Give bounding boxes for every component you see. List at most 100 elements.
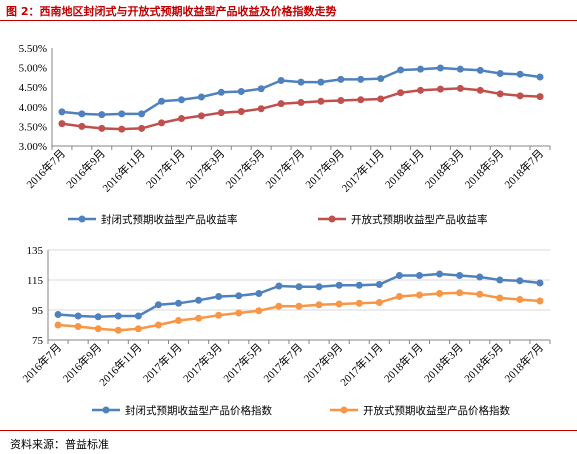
data-point [275,302,283,310]
x-tick-label: 2018年7月 [501,146,546,191]
data-point [335,300,343,308]
x-tick-label: 2017年3月 [180,340,225,385]
data-point [456,272,464,279]
data-point [134,312,142,320]
data-point [235,309,243,317]
x-tick-label: 2017年9月 [300,340,345,385]
data-point [118,110,126,118]
x-tick-label: 2017年3月 [183,146,228,191]
data-point [317,97,325,105]
data-point [138,110,146,118]
data-point [74,323,82,330]
source-rule [0,430,577,431]
data-point [436,64,444,72]
data-point [476,273,484,281]
data-point [255,307,263,315]
data-point [215,293,223,300]
data-point [395,272,403,279]
data-point [277,77,285,85]
data-point [237,108,245,116]
data-point [217,88,225,96]
data-point [134,325,142,333]
data-point [516,277,524,285]
data-point [54,321,62,329]
data-point [496,276,504,284]
y-tick-label: 5.00% [19,63,47,75]
x-tick-label: 2017年5月 [220,340,265,385]
data-point [295,283,303,291]
data-point [58,108,66,116]
yield-chart: 3.00%3.50%4.00%4.50%5.00%5.50%2016年7月201… [19,43,551,226]
source-note: 资料来源：普益标准 [10,438,109,451]
data-point [98,111,106,119]
data-point [175,317,183,324]
data-point [235,292,243,300]
data-point [397,89,405,97]
data-point [417,65,425,73]
data-point [456,289,464,297]
data-point [355,281,363,289]
x-tick-label: 2018年3月 [421,340,466,385]
x-tick-label: 2018年5月 [461,340,506,385]
legend-label: 封闭式预期收益型产品价格指数 [125,404,272,417]
data-point [315,283,323,291]
data-point [355,299,363,307]
data-point [415,272,423,279]
figure-title: 图 2：西南地区封闭式与开放式预期收益型产品收益及价格指数走势 [6,5,337,18]
data-point [476,66,484,74]
data-point [315,301,323,309]
data-point [54,311,62,318]
y-tick-label: 75 [32,335,44,347]
x-tick-label: 2018年5月 [461,146,506,191]
data-point [177,96,185,104]
data-point [335,281,343,289]
data-point [496,294,504,302]
x-tick-label: 2017年5月 [222,146,267,191]
data-point [337,75,345,83]
data-point [397,66,405,74]
data-point [417,86,425,94]
data-point [177,115,185,123]
data-point [158,119,166,127]
data-point [154,321,162,329]
data-point [114,326,122,334]
y-tick-label: 115 [27,275,44,287]
data-point [255,290,263,297]
legend-label: 封闭式预期收益型产品收益率 [101,213,238,226]
y-tick-label: 95 [32,305,44,317]
data-point [257,105,265,113]
x-tick-label: 2017年11月 [338,146,387,195]
data-point [78,122,86,130]
x-tick-label: 2017年1月 [143,146,188,191]
data-point [496,90,504,98]
data-point [456,65,464,73]
data-point [496,69,504,77]
data-point [415,291,423,299]
data-point [138,124,146,132]
series-line-1 [61,66,541,116]
legend-swatch-marker [78,215,86,223]
data-point [78,110,86,118]
data-point [58,120,66,128]
data-point [536,279,544,287]
data-point [357,75,365,83]
data-point [476,290,484,298]
data-point [215,311,223,319]
data-point [516,70,524,78]
data-point [158,97,166,105]
legend-swatch-marker [328,215,336,223]
data-point [154,301,162,309]
data-point [436,290,444,297]
title-rule [0,20,577,21]
data-point [375,299,383,306]
data-point [357,96,365,104]
legend-swatch-marker [102,406,110,414]
data-point [217,109,225,117]
data-point [536,73,544,81]
data-point [436,270,444,278]
x-tick-label: 2016年11月 [99,146,148,195]
y-tick-label: 5.50% [19,43,47,55]
data-point [114,312,122,320]
y-tick-label: 4.00% [19,102,47,114]
x-tick-label: 2016年9月 [59,340,104,385]
